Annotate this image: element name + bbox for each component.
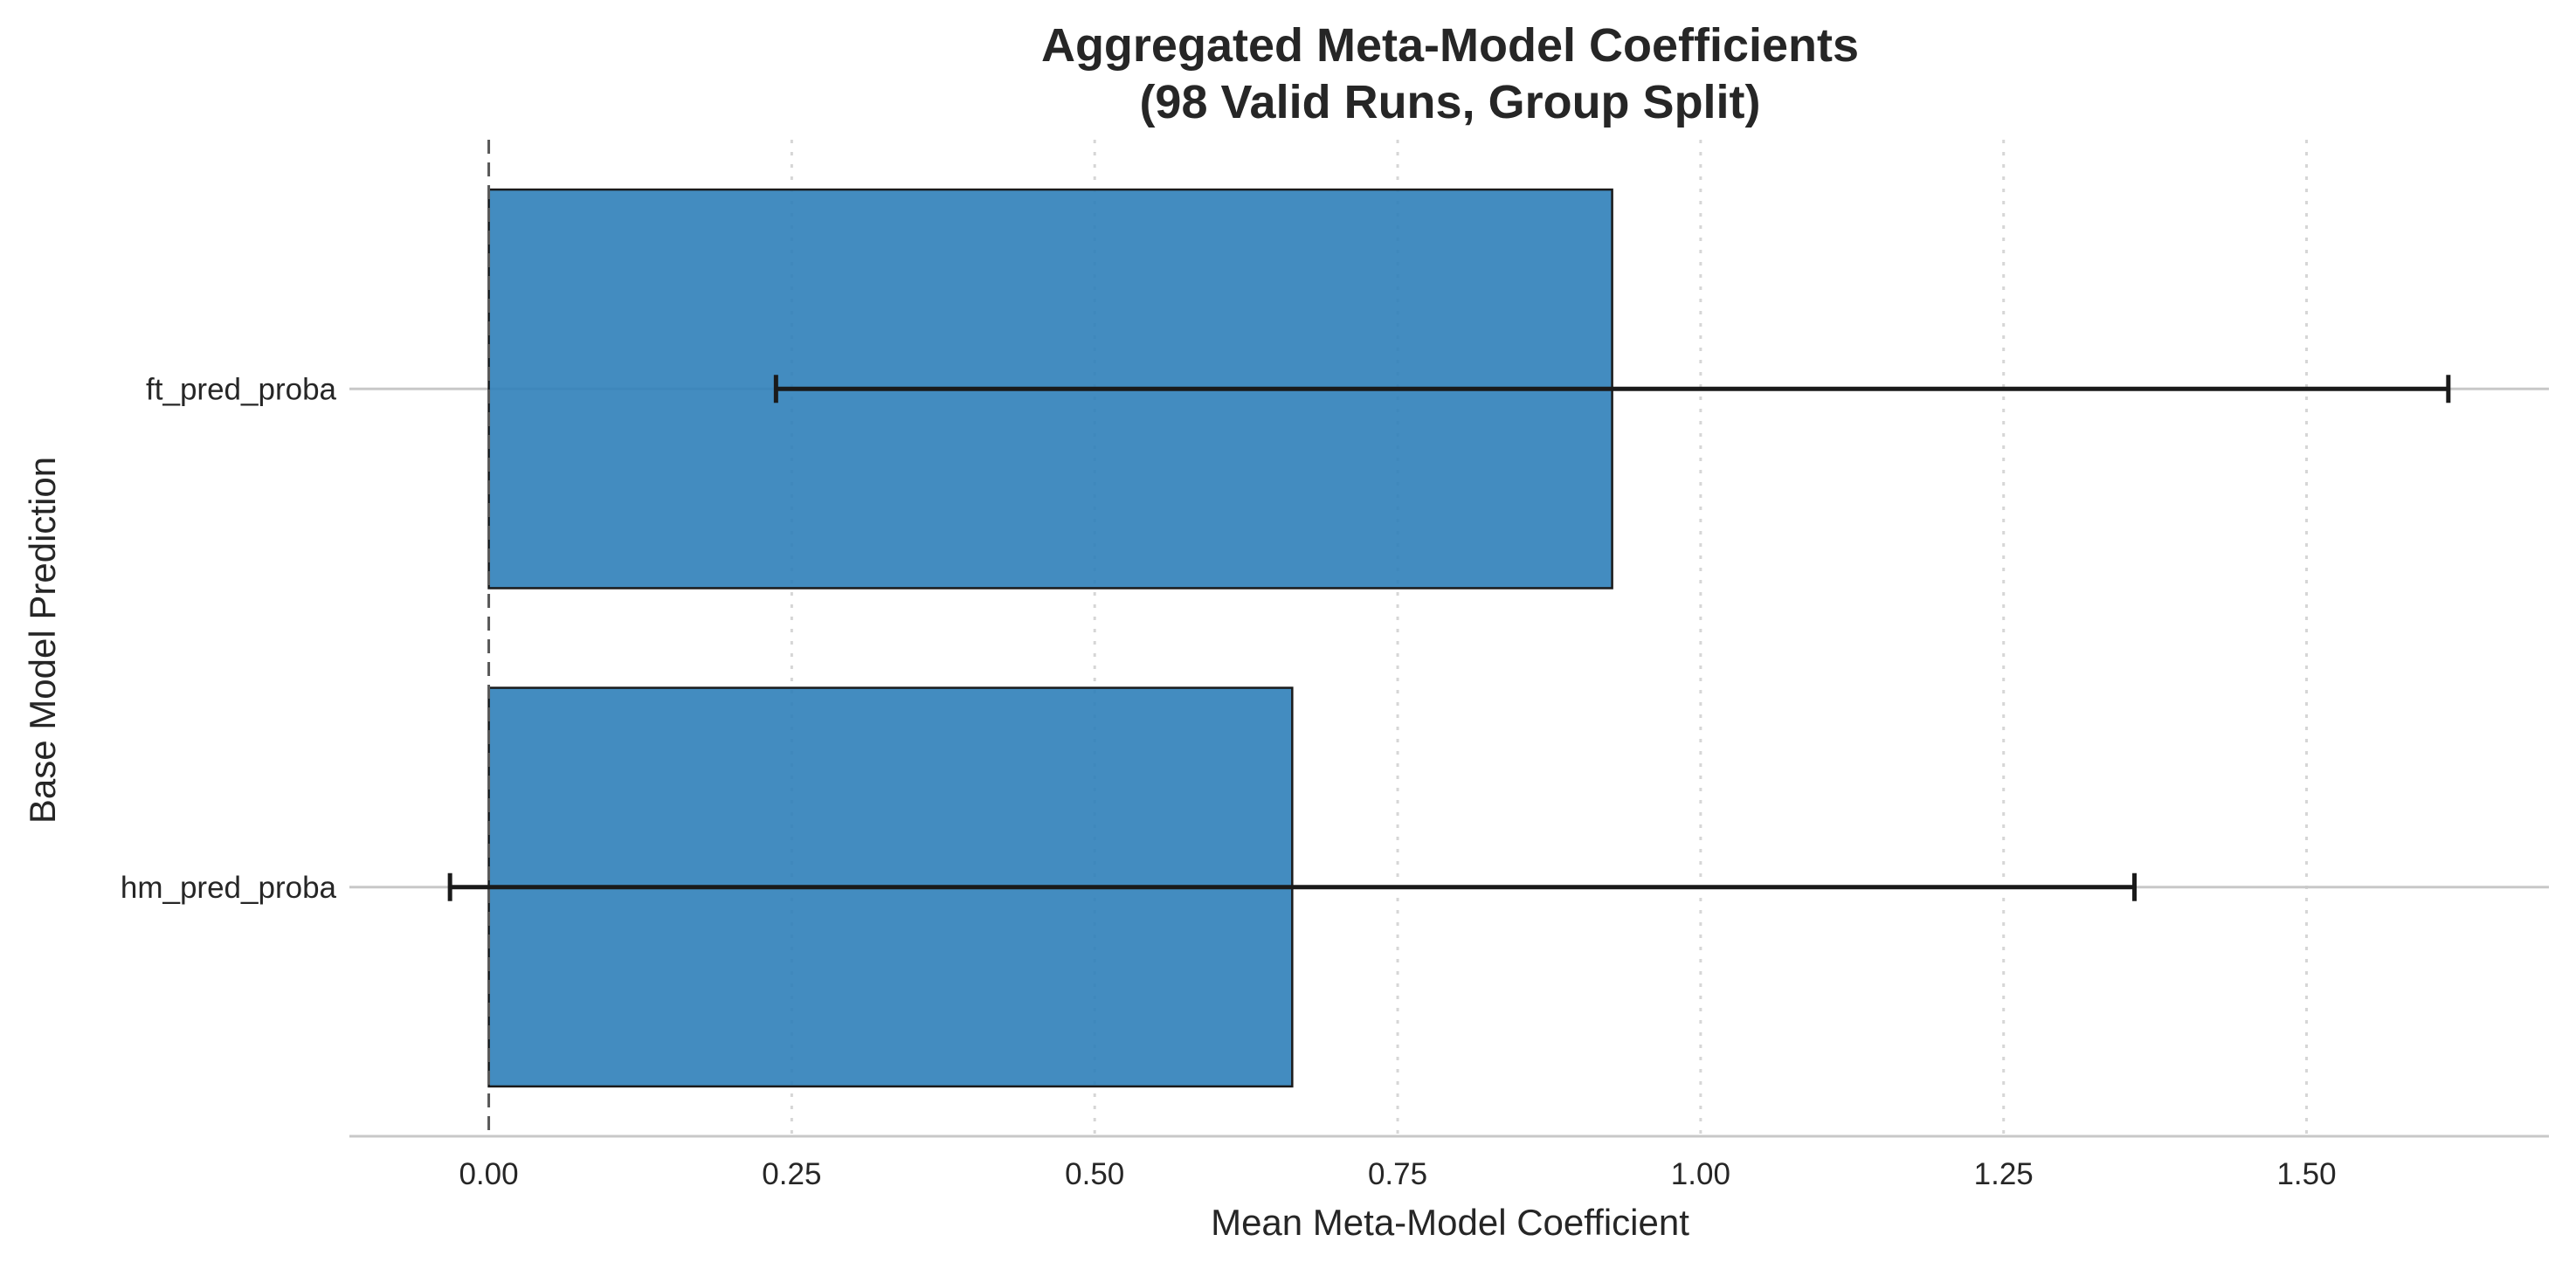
x-axis-label: Mean Meta-Model Coefficient xyxy=(1211,1202,1689,1243)
y-axis-label: Base Model Prediction xyxy=(22,457,63,824)
x-tick-label-6: 1.50 xyxy=(2276,1157,2336,1191)
x-tick-label-3: 0.75 xyxy=(1368,1157,1427,1191)
y-tick-label-hm_pred_proba: hm_pred_proba xyxy=(121,871,337,905)
chart-title-line-1: Aggregated Meta-Model Coefficients xyxy=(1041,19,1859,72)
x-tick-label-1: 0.25 xyxy=(762,1157,821,1191)
x-tick-label-0: 0.00 xyxy=(459,1157,518,1191)
x-tick-label-2: 0.50 xyxy=(1065,1157,1124,1191)
x-tick-label-5: 1.25 xyxy=(1974,1157,2034,1191)
y-tick-label-ft_pred_proba: ft_pred_proba xyxy=(146,372,336,406)
chart-title-line-2: (98 Valid Runs, Group Split) xyxy=(1139,76,1760,128)
x-tick-label-4: 1.00 xyxy=(1671,1157,1730,1191)
axis-layer: 0.00 0.25 0.50 0.75 1.00 1.25 1.50 ft_pred_prob… xyxy=(121,372,2549,1191)
bar-layer xyxy=(487,188,1613,1088)
error-layer xyxy=(447,140,2451,1136)
